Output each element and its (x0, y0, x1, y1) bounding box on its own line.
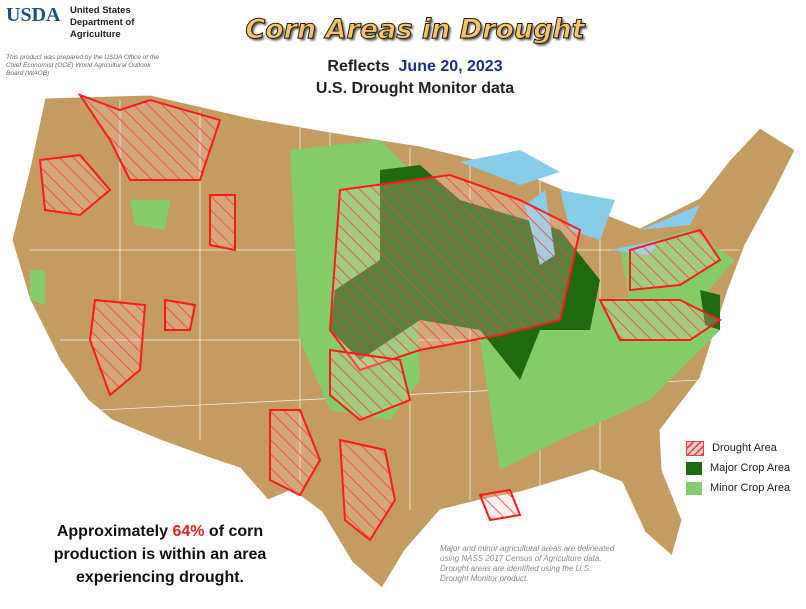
subtitle: Reflects June 20, 2023 (250, 58, 580, 76)
legend: Drought Area Major Crop Area Minor Crop … (686, 438, 790, 498)
legend-label: Minor Crop Area (710, 482, 791, 494)
summary-text: of corn production is within an area exp… (53, 523, 267, 586)
legend-item: Major Crop Area (686, 458, 790, 478)
subtitle-source: U.S. Drought Monitor data (315, 80, 515, 97)
footnote: Major and minor agricultural areas are d… (440, 544, 615, 583)
subtitle-date: June 20, 2023 (398, 58, 503, 75)
subtitle-prefix: Reflects (327, 58, 390, 75)
legend-swatch (686, 440, 704, 456)
summary-highlight: 64% (172, 523, 205, 540)
preparer-note: This product was prepared by the USDA Of… (6, 54, 159, 77)
title: Corn Areas in Drought (245, 14, 585, 46)
usda-logo: USDA (6, 4, 61, 26)
summary: Approximately 64% of corn production is … (20, 520, 300, 589)
summary-text: Approximately (56, 523, 168, 540)
legend-label: Drought Area (712, 442, 777, 454)
drought-areas (38, 92, 722, 542)
great-lakes (460, 150, 700, 265)
agency-name: United States Department of Agriculture (70, 5, 135, 40)
legend-item: Minor Crop Area (686, 478, 790, 498)
legend-swatch (686, 461, 702, 475)
legend-item: Drought Area (686, 438, 790, 458)
legend-swatch (686, 481, 702, 495)
legend-label: Major Crop Area (710, 462, 791, 474)
